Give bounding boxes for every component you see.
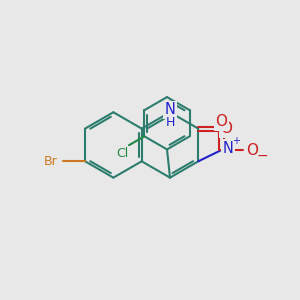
Text: Cl: Cl — [116, 147, 128, 160]
Text: H: H — [165, 116, 175, 129]
Text: O: O — [246, 142, 258, 158]
Text: +: + — [232, 136, 240, 146]
Text: −: − — [256, 148, 268, 162]
Text: O: O — [215, 114, 227, 129]
Text: N: N — [223, 141, 233, 156]
Text: Br: Br — [44, 155, 57, 168]
Text: O: O — [220, 121, 232, 136]
Text: N: N — [165, 102, 176, 117]
